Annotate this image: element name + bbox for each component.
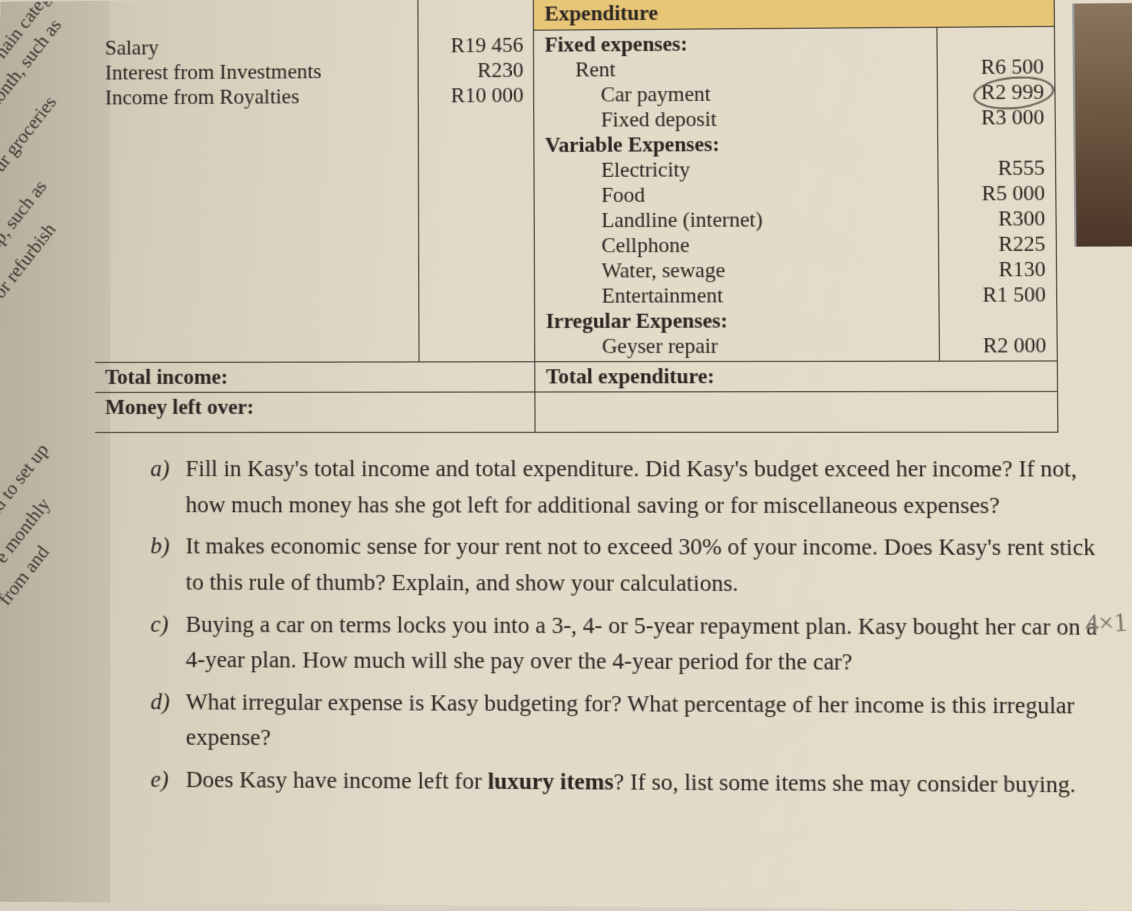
expense-rent: Rent: [545, 55, 927, 83]
question-text: Fill in Kasy's total income and total ex…: [185, 451, 1116, 524]
income-item-interest: Interest from Investments: [105, 58, 408, 85]
expense-geyser: Geyser repair: [546, 333, 929, 359]
variable-expenses-label: Variable Expenses:: [545, 131, 927, 158]
handwritten-note: 4×1: [1084, 607, 1128, 640]
expense-amount: R130: [949, 257, 1045, 283]
question-e: e) Does Kasy have income left for luxury…: [151, 762, 1119, 804]
question-label: a): [150, 451, 185, 523]
money-left-label: Money left over:: [95, 392, 535, 432]
expense-amount: R1 500: [949, 282, 1045, 308]
textbook-page: nain categori y month, such as s your gr…: [0, 0, 1132, 911]
total-income-label: Total income:: [95, 362, 535, 393]
expense-amount-circled: R2 999: [981, 80, 1044, 106]
expense-amount: R300: [949, 206, 1045, 232]
expense-amount: R2 000: [950, 333, 1047, 359]
expense-water: Water, sewage: [545, 257, 927, 283]
question-label: d): [150, 684, 185, 756]
expense-landline: Landline (internet): [545, 207, 927, 234]
income-item-royalties: Income from Royalties: [105, 83, 408, 110]
expense-entertainment: Entertainment: [546, 283, 928, 309]
question-text: What irregular expense is Kasy budgeting…: [186, 684, 1119, 761]
expenditure-header: Expenditure: [534, 0, 1055, 30]
page-left-edge: nain categori y month, such as s your gr…: [0, 1, 110, 903]
budget-table: Expenditure Salary Interest from Investm…: [95, 0, 1058, 433]
expense-electricity: Electricity: [545, 156, 927, 183]
page-content: Expenditure Salary Interest from Investm…: [95, 0, 1132, 810]
question-a: a) Fill in Kasy's total income and total…: [150, 451, 1116, 524]
question-text: Does Kasy have income left for luxury it…: [186, 762, 1119, 804]
expense-cellphone: Cellphone: [545, 232, 927, 259]
income-amount: R19 456: [429, 32, 523, 58]
question-text-bold: luxury items: [488, 769, 614, 795]
question-text: It makes economic sense for your rent no…: [186, 529, 1117, 603]
fixed-expenses-label: Fixed expenses:: [545, 30, 927, 58]
expense-deposit: Fixed deposit: [545, 106, 927, 133]
expense-amount: R225: [949, 232, 1045, 258]
expense-amount: R555: [949, 156, 1045, 182]
question-label: e): [151, 762, 186, 798]
question-text: Buying a car on terms locks you into a 3…: [186, 606, 1118, 681]
question-text-prefix: Does Kasy have income left for: [186, 767, 488, 794]
question-label: c): [150, 606, 185, 678]
question-c: c) Buying a car on terms locks you into …: [150, 606, 1117, 682]
income-amount: R230: [429, 57, 523, 83]
question-text-suffix: ? If so, list some items she may conside…: [614, 769, 1076, 797]
expense-food: Food: [545, 181, 927, 208]
expense-amount: R5 000: [949, 181, 1045, 207]
income-amount: R10 000: [429, 82, 523, 108]
question-label: b): [150, 529, 185, 601]
questions-section: a) Fill in Kasy's total income and total…: [95, 451, 1132, 804]
irregular-expenses-label: Irregular Expenses:: [546, 308, 929, 334]
question-b: b) It makes economic sense for your rent…: [150, 529, 1117, 603]
expense-car: Car payment: [545, 80, 927, 108]
question-d: d) What irregular expense is Kasy budget…: [150, 684, 1118, 761]
total-expenditure-label: Total expenditure:: [535, 361, 1057, 392]
income-item-salary: Salary: [105, 33, 408, 60]
